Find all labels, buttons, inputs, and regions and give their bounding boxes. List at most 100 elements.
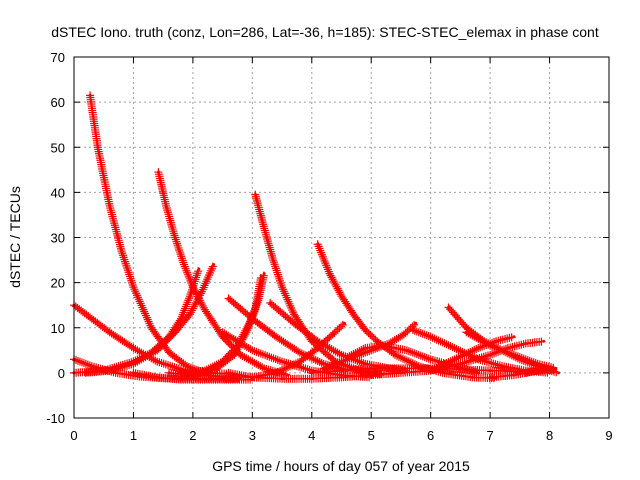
plus-marker (252, 300, 261, 309)
plus-marker (123, 264, 132, 273)
plus-marker (359, 345, 368, 354)
plus-marker (189, 285, 198, 294)
plus-marker (448, 356, 457, 365)
plus-marker (164, 361, 173, 370)
plus-marker (187, 279, 196, 288)
plus-marker (486, 350, 495, 359)
plus-marker (404, 347, 413, 356)
plus-marker (145, 319, 154, 328)
plus-marker (331, 359, 340, 368)
plus-marker (270, 260, 279, 269)
plus-marker (494, 344, 503, 353)
plus-marker (121, 257, 130, 266)
plus-marker (424, 332, 433, 341)
plus-marker (422, 353, 431, 362)
plus-marker (414, 328, 423, 337)
plus-marker (327, 361, 336, 370)
plus-marker (331, 280, 340, 289)
plus-marker (81, 359, 90, 368)
plus-marker (472, 344, 481, 353)
plus-marker (178, 256, 187, 265)
plus-marker (184, 362, 193, 371)
plus-marker (511, 351, 520, 360)
plus-marker (180, 262, 189, 271)
plus-marker (438, 338, 447, 347)
plus-marker (143, 315, 152, 324)
plus-marker (189, 302, 198, 311)
plus-marker (525, 356, 534, 365)
plus-marker (442, 359, 451, 368)
plus-marker (334, 286, 343, 295)
plus-marker (118, 251, 127, 260)
plus-marker (238, 332, 247, 341)
plus-marker (251, 302, 260, 311)
plus-marker (398, 354, 407, 363)
plus-marker (195, 296, 204, 305)
plus-marker (183, 298, 192, 307)
plus-marker (301, 364, 310, 373)
plus-marker (432, 335, 441, 344)
plus-marker (239, 330, 248, 339)
plus-marker (448, 343, 457, 352)
plus-marker (319, 364, 328, 373)
plus-marker (71, 356, 80, 365)
y-tick-label: 20 (51, 276, 65, 291)
plus-marker (486, 341, 495, 350)
plus-marker (412, 350, 421, 359)
plus-marker (244, 321, 253, 330)
plus-marker (287, 361, 296, 370)
plus-marker (204, 364, 213, 373)
plus-marker (327, 273, 336, 282)
plus-marker (357, 346, 366, 355)
plus-marker (330, 279, 339, 288)
plus-marker (245, 319, 254, 328)
y-tick-label: -10 (46, 411, 65, 426)
plus-marker (192, 271, 201, 280)
plus-marker (317, 358, 326, 367)
plus-marker (460, 358, 469, 367)
plus-marker (161, 360, 170, 369)
plus-marker (507, 333, 516, 342)
plus-marker (188, 304, 197, 313)
plus-marker (85, 361, 94, 370)
plus-marker (410, 360, 419, 369)
plus-marker (335, 288, 344, 297)
plus-marker (444, 341, 453, 350)
y-tick-label: 30 (51, 231, 65, 246)
x-tick-label: 9 (605, 428, 612, 443)
x-tick-label: 3 (249, 428, 256, 443)
plus-marker (171, 233, 180, 242)
plus-marker (309, 355, 318, 364)
plus-marker (251, 304, 260, 313)
plus-marker (452, 354, 461, 363)
plus-marker (325, 362, 334, 371)
plus-marker (430, 364, 439, 373)
plus-marker (404, 357, 413, 366)
plus-marker (273, 270, 282, 279)
plus-marker (177, 312, 186, 321)
plus-marker (430, 334, 439, 343)
plus-marker (488, 350, 497, 359)
plus-marker (289, 360, 298, 369)
data-point (342, 321, 346, 325)
plus-marker (410, 349, 419, 358)
plus-marker (396, 353, 405, 362)
plus-marker (276, 366, 285, 375)
plus-marker (436, 337, 445, 346)
plus-marker (345, 352, 354, 361)
plus-marker (183, 268, 192, 277)
plus-marker (414, 350, 423, 359)
plus-marker (120, 255, 129, 264)
plus-marker (144, 317, 153, 326)
plus-marker (250, 306, 259, 315)
plus-marker (75, 357, 84, 366)
plus-marker (552, 368, 561, 377)
plus-marker (492, 344, 501, 353)
plus-marker (313, 357, 322, 366)
plus-marker (357, 358, 366, 367)
plus-marker (291, 359, 300, 368)
plus-marker (121, 259, 130, 268)
y-tick-label: 70 (51, 50, 65, 65)
x-tick-label: 2 (189, 428, 196, 443)
plus-marker (182, 266, 191, 275)
